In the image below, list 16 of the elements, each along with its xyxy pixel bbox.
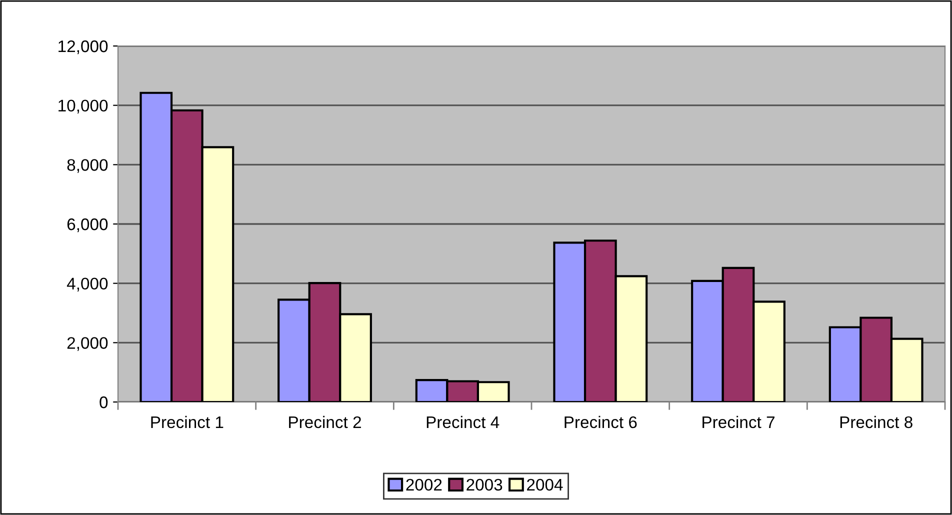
y-tick-label: 12,000: [58, 40, 108, 54]
y-tick-label: 2,000: [67, 337, 108, 351]
y-tick-label: 0: [100, 396, 108, 408]
y-tick-label: 4,000: [66, 278, 108, 292]
y-tick-label: 8,000: [67, 159, 108, 173]
x-tick-label: Precinct 2: [289, 416, 361, 428]
x-tick-label: Precinct 8: [840, 416, 912, 428]
y-tick-label: 10,000: [58, 100, 108, 114]
y-tick-label: 6,000: [67, 218, 108, 232]
x-tick-label: Precinct 7: [702, 416, 774, 428]
x-tick-label: Precinct 6: [564, 416, 637, 428]
x-tick-label: Precinct 1: [151, 416, 224, 428]
legend-label: 2002: [406, 478, 442, 491]
x-tick-label: Precinct 4: [426, 416, 500, 428]
legend-label: 2004: [527, 478, 563, 491]
legend-label: 2003: [466, 478, 502, 491]
